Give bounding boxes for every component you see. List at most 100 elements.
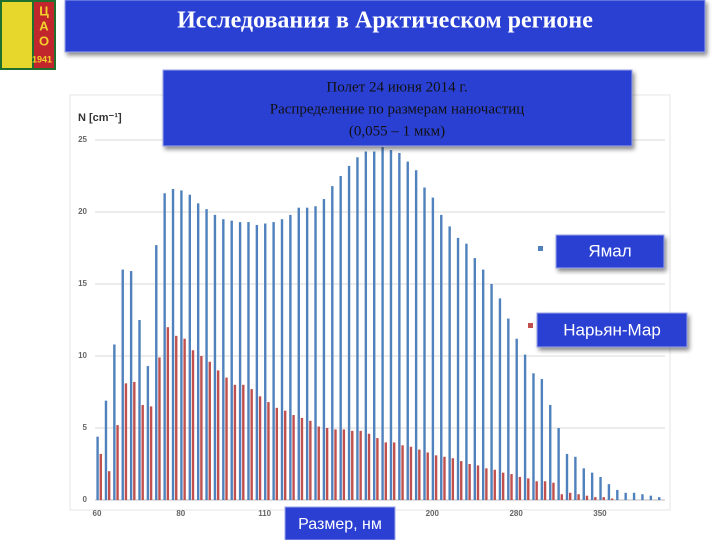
bar [434, 455, 438, 500]
bar [339, 176, 342, 500]
bar [309, 420, 312, 500]
title-box [64, 0, 706, 53]
x-axis-label-box [284, 506, 396, 541]
bar [389, 150, 393, 500]
subtitle-box [162, 69, 633, 147]
bar [376, 438, 379, 500]
bar [406, 161, 409, 500]
bar [590, 472, 594, 500]
bar [264, 223, 267, 500]
bar [460, 461, 463, 500]
logo-letter: А [39, 18, 49, 33]
bar [384, 442, 387, 500]
bar [158, 357, 161, 500]
bar [342, 429, 346, 500]
bar [426, 452, 429, 500]
bar [560, 494, 564, 500]
bar [113, 344, 116, 500]
bar [594, 497, 597, 500]
bar [238, 222, 242, 500]
bar [465, 243, 468, 500]
x-tick-label: 60 [93, 509, 102, 518]
bar [641, 494, 644, 500]
bar [599, 476, 602, 500]
bar [552, 482, 555, 500]
bar [574, 456, 577, 500]
x-tick-label: 280 [509, 509, 523, 518]
bar [515, 338, 518, 500]
bar [116, 425, 119, 500]
bar [577, 494, 580, 500]
bar [398, 152, 401, 500]
bar [146, 366, 150, 500]
bar [180, 190, 183, 500]
bar [507, 318, 510, 500]
bar [191, 350, 195, 500]
bar [289, 214, 292, 500]
bar [481, 269, 485, 500]
bar [540, 379, 544, 500]
bar [381, 147, 384, 500]
subtitle-line: Распределение по размерам наночастиц [270, 101, 525, 117]
bar [99, 453, 102, 500]
y-tick-label: 25 [78, 135, 87, 144]
bar [149, 406, 153, 500]
bar [468, 464, 471, 500]
legend-swatch [528, 323, 533, 328]
bar [297, 207, 300, 500]
bar [443, 456, 446, 500]
bar [456, 237, 460, 501]
bar [280, 219, 284, 500]
bar [284, 410, 287, 500]
bar [96, 436, 99, 500]
bar [569, 492, 572, 500]
bar [493, 469, 496, 500]
bar [317, 426, 320, 500]
bar [216, 370, 220, 500]
bar [624, 492, 627, 500]
bar [356, 157, 359, 500]
legend-label: Ямал [588, 241, 631, 260]
bar [527, 478, 530, 500]
bar [510, 474, 513, 500]
bar [200, 356, 203, 500]
bar [448, 226, 451, 500]
bar [418, 449, 421, 500]
bar [272, 222, 275, 500]
bar [431, 197, 435, 500]
x-tick-label: 110 [258, 509, 271, 518]
subtitle-line: (0,055 – 1 мкм) [349, 123, 445, 139]
bar [523, 354, 527, 500]
bar [213, 214, 217, 500]
bar [367, 433, 371, 500]
x-tick-label: 200 [426, 509, 440, 518]
bar [501, 472, 505, 500]
bar [222, 219, 225, 500]
bar [518, 476, 522, 500]
legend-label: Нарьян-Мар [563, 320, 661, 339]
y-tick-label: 0 [83, 495, 88, 504]
bar [305, 207, 309, 500]
legend-box [536, 312, 688, 348]
bar [423, 187, 426, 500]
bar [258, 396, 262, 500]
bar [649, 495, 653, 500]
legend-swatch [538, 246, 543, 251]
bar [183, 338, 186, 500]
bar [331, 186, 334, 500]
bar [138, 320, 141, 500]
bar [602, 497, 605, 500]
bar [535, 481, 538, 500]
bar [230, 220, 233, 500]
bar [351, 430, 354, 500]
y-tick-label: 15 [78, 279, 87, 288]
x-tick-label: 80 [176, 509, 185, 518]
bar [359, 430, 362, 500]
bar [392, 442, 396, 500]
bar [300, 417, 304, 500]
bar [485, 468, 488, 500]
bar [543, 481, 547, 500]
bar [473, 258, 476, 500]
logo-year: 1941 [32, 54, 52, 64]
